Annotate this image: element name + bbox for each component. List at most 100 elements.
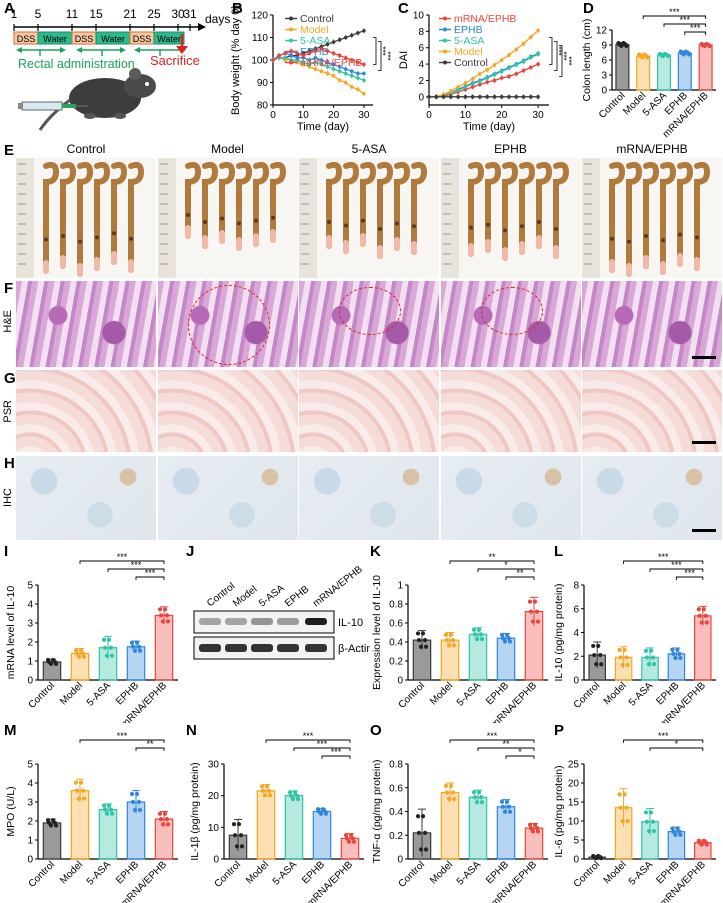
he-photo-control <box>16 281 156 367</box>
y-tick-label: 0 <box>27 676 33 687</box>
data-point <box>478 79 482 84</box>
bar-mrna-ephb <box>154 614 174 681</box>
data-point <box>499 69 504 74</box>
bar-mrna-ephb <box>694 615 712 681</box>
data-point <box>514 47 519 52</box>
data-point <box>325 71 330 76</box>
y-tick-label: 0.6 <box>389 783 403 794</box>
y-tick-label: 100 <box>251 56 268 67</box>
significance-label: *** <box>690 23 701 33</box>
y-tick-label: 90 <box>257 78 269 89</box>
bar-ephb <box>677 52 692 91</box>
data-dot <box>598 652 603 658</box>
y-tick-label: 25 <box>568 760 580 771</box>
series-line-5-asa <box>272 57 365 81</box>
data-point <box>529 35 533 39</box>
ihc-photo-mrna-ephb <box>582 456 722 540</box>
y-tick-label: 4 <box>27 600 33 611</box>
data-dot <box>624 43 629 49</box>
legend-entry: Control <box>454 57 488 69</box>
series-line-mrna-ephb <box>429 63 539 98</box>
data-dot <box>109 653 115 658</box>
data-point <box>456 85 460 89</box>
data-dot <box>236 822 242 827</box>
data-dot <box>351 839 357 844</box>
data-dot <box>287 790 293 795</box>
data-point <box>295 51 300 56</box>
data-point <box>536 95 540 99</box>
category-label: Model <box>602 680 629 707</box>
category-label: 5-ASA <box>455 859 483 887</box>
data-dot <box>472 795 478 800</box>
y-axis-label: IL-6 (pg/mg protein) <box>553 765 565 857</box>
timeline-segment-label: DSS <box>17 34 36 44</box>
data-dot <box>267 793 273 798</box>
lesion-outline <box>187 285 270 365</box>
significance-label: *** <box>559 51 568 60</box>
data-point <box>485 76 489 80</box>
data-dot <box>451 797 457 802</box>
data-dot <box>137 807 143 813</box>
data-dot <box>104 653 110 658</box>
series-line-model <box>272 57 365 95</box>
data-dot <box>450 790 456 795</box>
scale-bar <box>692 356 716 359</box>
data-dot <box>617 792 622 797</box>
data-point <box>362 71 366 76</box>
data-dot <box>443 783 449 788</box>
data-point <box>456 95 460 99</box>
data-dot <box>644 819 650 824</box>
mouse-illustration <box>38 68 156 131</box>
x-tick-label: 30 <box>358 110 370 121</box>
lesion-outline <box>480 287 543 335</box>
data-dot <box>476 627 482 632</box>
data-dot <box>670 826 675 831</box>
data-dot <box>164 817 170 822</box>
y-tick-label: 0.6 <box>389 619 403 630</box>
timeline-tick-label: 5 <box>35 7 42 21</box>
scale-bar <box>692 441 716 444</box>
y-tick-label: 4 <box>573 628 579 639</box>
data-point <box>313 60 318 65</box>
y-tick-label: 0.4 <box>389 807 403 818</box>
data-dot <box>704 41 709 47</box>
data-point <box>449 95 453 99</box>
data-dot <box>46 820 52 825</box>
panel-label-o: O <box>370 722 382 739</box>
data-dot <box>53 823 59 828</box>
data-point <box>349 69 354 74</box>
data-dot <box>260 788 266 794</box>
data-dot <box>101 637 107 642</box>
data-dot <box>478 632 484 637</box>
y-tick-label: 0.8 <box>389 760 403 771</box>
data-dot <box>671 829 676 834</box>
data-dot <box>594 662 599 667</box>
group-label-mrna-ephb: mRNA/EPHB <box>616 142 688 156</box>
data-dot <box>651 828 657 834</box>
significance-label: *** <box>303 731 314 741</box>
data-dot <box>686 52 691 57</box>
data-point <box>356 76 360 80</box>
band-il10 <box>225 618 247 625</box>
x-tick-label: 20 <box>496 110 508 121</box>
data-dot <box>165 822 171 827</box>
data-dot <box>108 807 114 812</box>
data-dot <box>535 829 541 834</box>
y-tick-label: 80 <box>257 101 269 112</box>
data-dot <box>677 651 682 656</box>
data-dot <box>346 839 352 844</box>
y-tick-label: 120 <box>251 11 268 22</box>
series-line-model <box>429 30 539 98</box>
data-dot <box>478 795 484 800</box>
data-dot <box>78 780 84 785</box>
timeline-segment-label: DSS <box>133 34 152 44</box>
data-dot <box>446 643 452 648</box>
data-dot <box>288 793 294 798</box>
colon-photo-ephb <box>440 158 581 278</box>
data-dot <box>108 645 114 650</box>
ihc-photo-ephb <box>440 456 581 540</box>
data-point <box>343 55 348 60</box>
data-point <box>337 37 342 42</box>
